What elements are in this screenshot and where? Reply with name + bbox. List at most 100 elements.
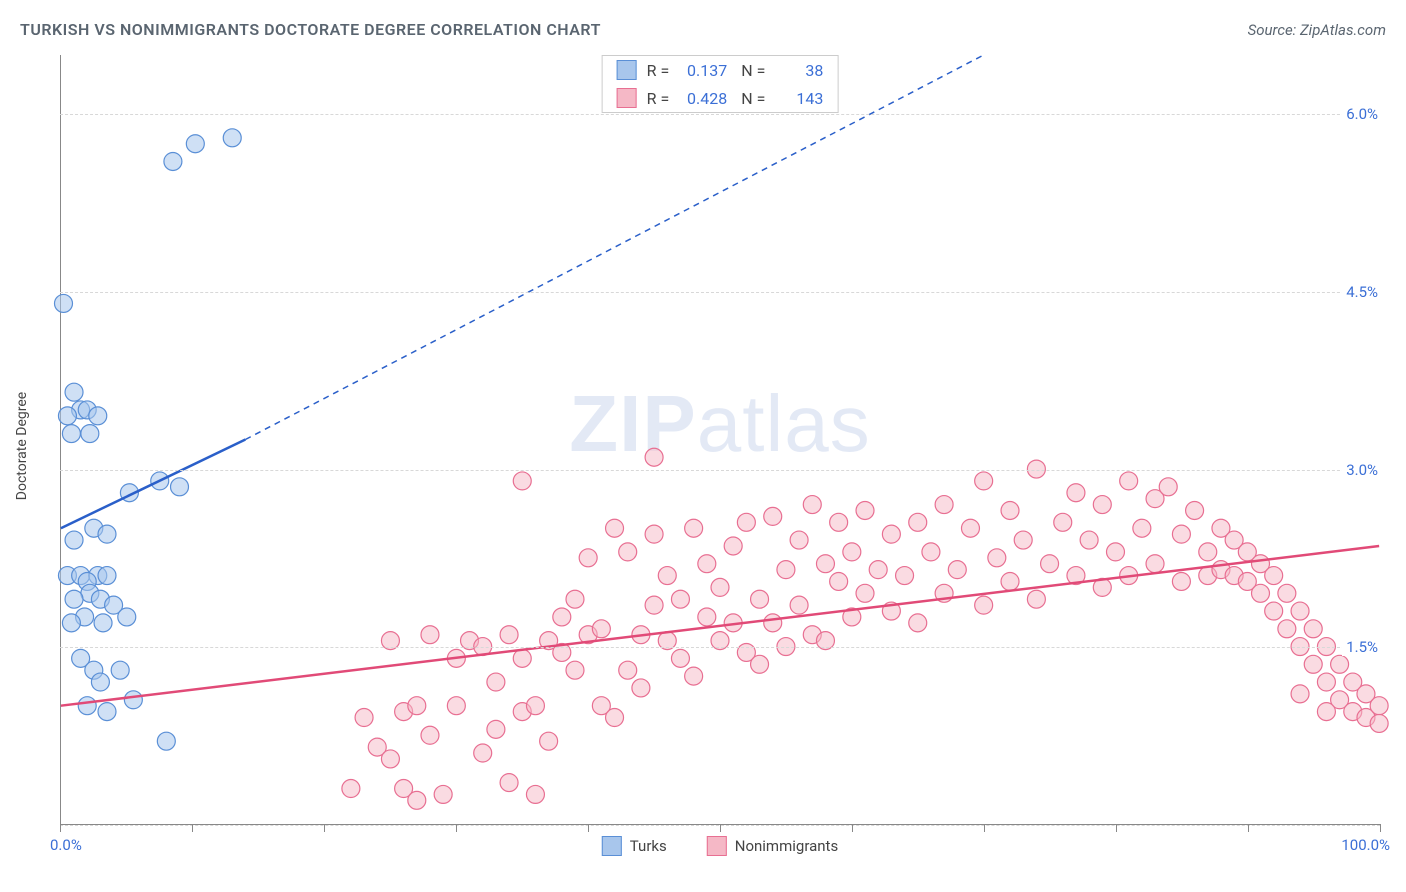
nonimmigrants-point: [645, 596, 663, 614]
nonimmigrants-point: [408, 791, 426, 809]
nonimmigrants-point: [856, 501, 874, 519]
nonimmigrants-point: [1067, 484, 1085, 502]
title-bar: TURKISH VS NONIMMIGRANTS DOCTORATE DEGRE…: [20, 20, 1386, 39]
gridline: [60, 292, 1380, 293]
nonimmigrants-point: [764, 614, 782, 632]
nonimmigrants-point: [1278, 620, 1296, 638]
nonimmigrants-point: [869, 561, 887, 579]
nonimmigrants-point: [408, 697, 426, 715]
nonimmigrants-point: [711, 578, 729, 596]
nonimmigrants-point: [856, 584, 874, 602]
nonimmigrants-point: [1304, 620, 1322, 638]
nonimmigrants-point: [961, 519, 979, 537]
y-tick-label: 1.5%: [1342, 638, 1382, 656]
nonimmigrants-point: [790, 531, 808, 549]
nonimmigrants-point: [487, 673, 505, 691]
nonimmigrants-point: [1054, 513, 1072, 531]
legend-label-nonimmigrants: Nonimmigrants: [735, 837, 838, 855]
x-tick: [720, 824, 721, 832]
nonimmigrants-point: [645, 525, 663, 543]
turks-point: [62, 425, 80, 443]
nonimmigrants-point: [566, 590, 584, 608]
nonimmigrants-point: [1133, 519, 1151, 537]
nonimmigrants-point: [685, 519, 703, 537]
nonimmigrants-point: [1093, 496, 1111, 514]
nonimmigrants-point: [1146, 555, 1164, 573]
nonimmigrants-point: [764, 507, 782, 525]
y-axis-title: Doctorate Degree: [14, 392, 30, 500]
x-tick: [60, 824, 61, 832]
x-axis-min-label: 0.0%: [50, 836, 82, 854]
nonimmigrants-point: [579, 549, 597, 567]
x-tick: [1248, 824, 1249, 832]
x-tick: [1380, 824, 1381, 832]
nonimmigrants-point: [882, 525, 900, 543]
nonimmigrants-point: [606, 519, 624, 537]
turks-point: [55, 294, 73, 312]
nonimmigrants-point: [513, 649, 531, 667]
legend-item-nonimmigrants: Nonimmigrants: [707, 836, 838, 856]
nonimmigrants-point: [830, 572, 848, 590]
nonimmigrants-point: [777, 561, 795, 579]
nonimmigrants-point: [1001, 572, 1019, 590]
nonimmigrants-point: [1291, 602, 1309, 620]
turks-point: [65, 590, 83, 608]
turks-point: [98, 703, 116, 721]
nonimmigrants-point: [1172, 572, 1190, 590]
nonimmigrants-point: [500, 774, 518, 792]
nonimmigrants-point: [1331, 655, 1349, 673]
nonimmigrants-point: [355, 709, 373, 727]
turks-point: [171, 478, 189, 496]
nonimmigrants-point: [843, 543, 861, 561]
x-tick: [984, 824, 985, 832]
y-tick-label: 4.5%: [1342, 283, 1382, 301]
gridline: [60, 470, 1380, 471]
nonimmigrants-point: [909, 614, 927, 632]
nonimmigrants-point: [737, 513, 755, 531]
x-tick: [192, 824, 193, 832]
plot-area: ZIPatlas R = 0.137 N = 38 R = 0.428 N = …: [60, 55, 1380, 825]
nonimmigrants-point: [566, 661, 584, 679]
turks-point: [157, 732, 175, 750]
turks-point: [164, 152, 182, 170]
nonimmigrants-point: [619, 543, 637, 561]
x-tick: [852, 824, 853, 832]
legend-bottom: Turks Nonimmigrants: [602, 836, 838, 856]
turks-point: [94, 614, 112, 632]
nonimmigrants-point: [487, 720, 505, 738]
nonimmigrants-point: [751, 655, 769, 673]
nonimmigrants-point: [1106, 543, 1124, 561]
x-axis-max-label: 100.0%: [1341, 836, 1390, 854]
nonimmigrants-point: [1265, 602, 1283, 620]
nonimmigrants-point: [698, 555, 716, 573]
legend-label-turks: Turks: [630, 837, 667, 855]
nonimmigrants-point: [671, 649, 689, 667]
nonimmigrants-point: [553, 608, 571, 626]
y-tick-label: 6.0%: [1342, 105, 1382, 123]
nonimmigrants-point: [935, 496, 953, 514]
turks-point: [78, 697, 96, 715]
turks-point: [91, 673, 109, 691]
nonimmigrants-point: [1370, 714, 1388, 732]
nonimmigrants-point: [434, 785, 452, 803]
nonimmigrants-point: [592, 620, 610, 638]
turks-point: [58, 407, 76, 425]
nonimmigrants-point: [909, 513, 927, 531]
trend-line-nonimmigrants: [61, 546, 1379, 706]
nonimmigrants-point: [803, 496, 821, 514]
x-tick: [456, 824, 457, 832]
nonimmigrants-point: [658, 567, 676, 585]
nonimmigrants-point: [1001, 501, 1019, 519]
nonimmigrants-point: [1199, 543, 1217, 561]
nonimmigrants-point: [447, 697, 465, 715]
x-tick: [588, 824, 589, 832]
nonimmigrants-point: [1370, 697, 1388, 715]
nonimmigrants-point: [1252, 584, 1270, 602]
nonimmigrants-point: [1014, 531, 1032, 549]
nonimmigrants-point: [988, 549, 1006, 567]
turks-point: [124, 691, 142, 709]
nonimmigrants-point: [619, 661, 637, 679]
swatch-turks: [617, 60, 637, 80]
nonimmigrants-point: [698, 608, 716, 626]
nonimmigrants-point: [513, 472, 531, 490]
